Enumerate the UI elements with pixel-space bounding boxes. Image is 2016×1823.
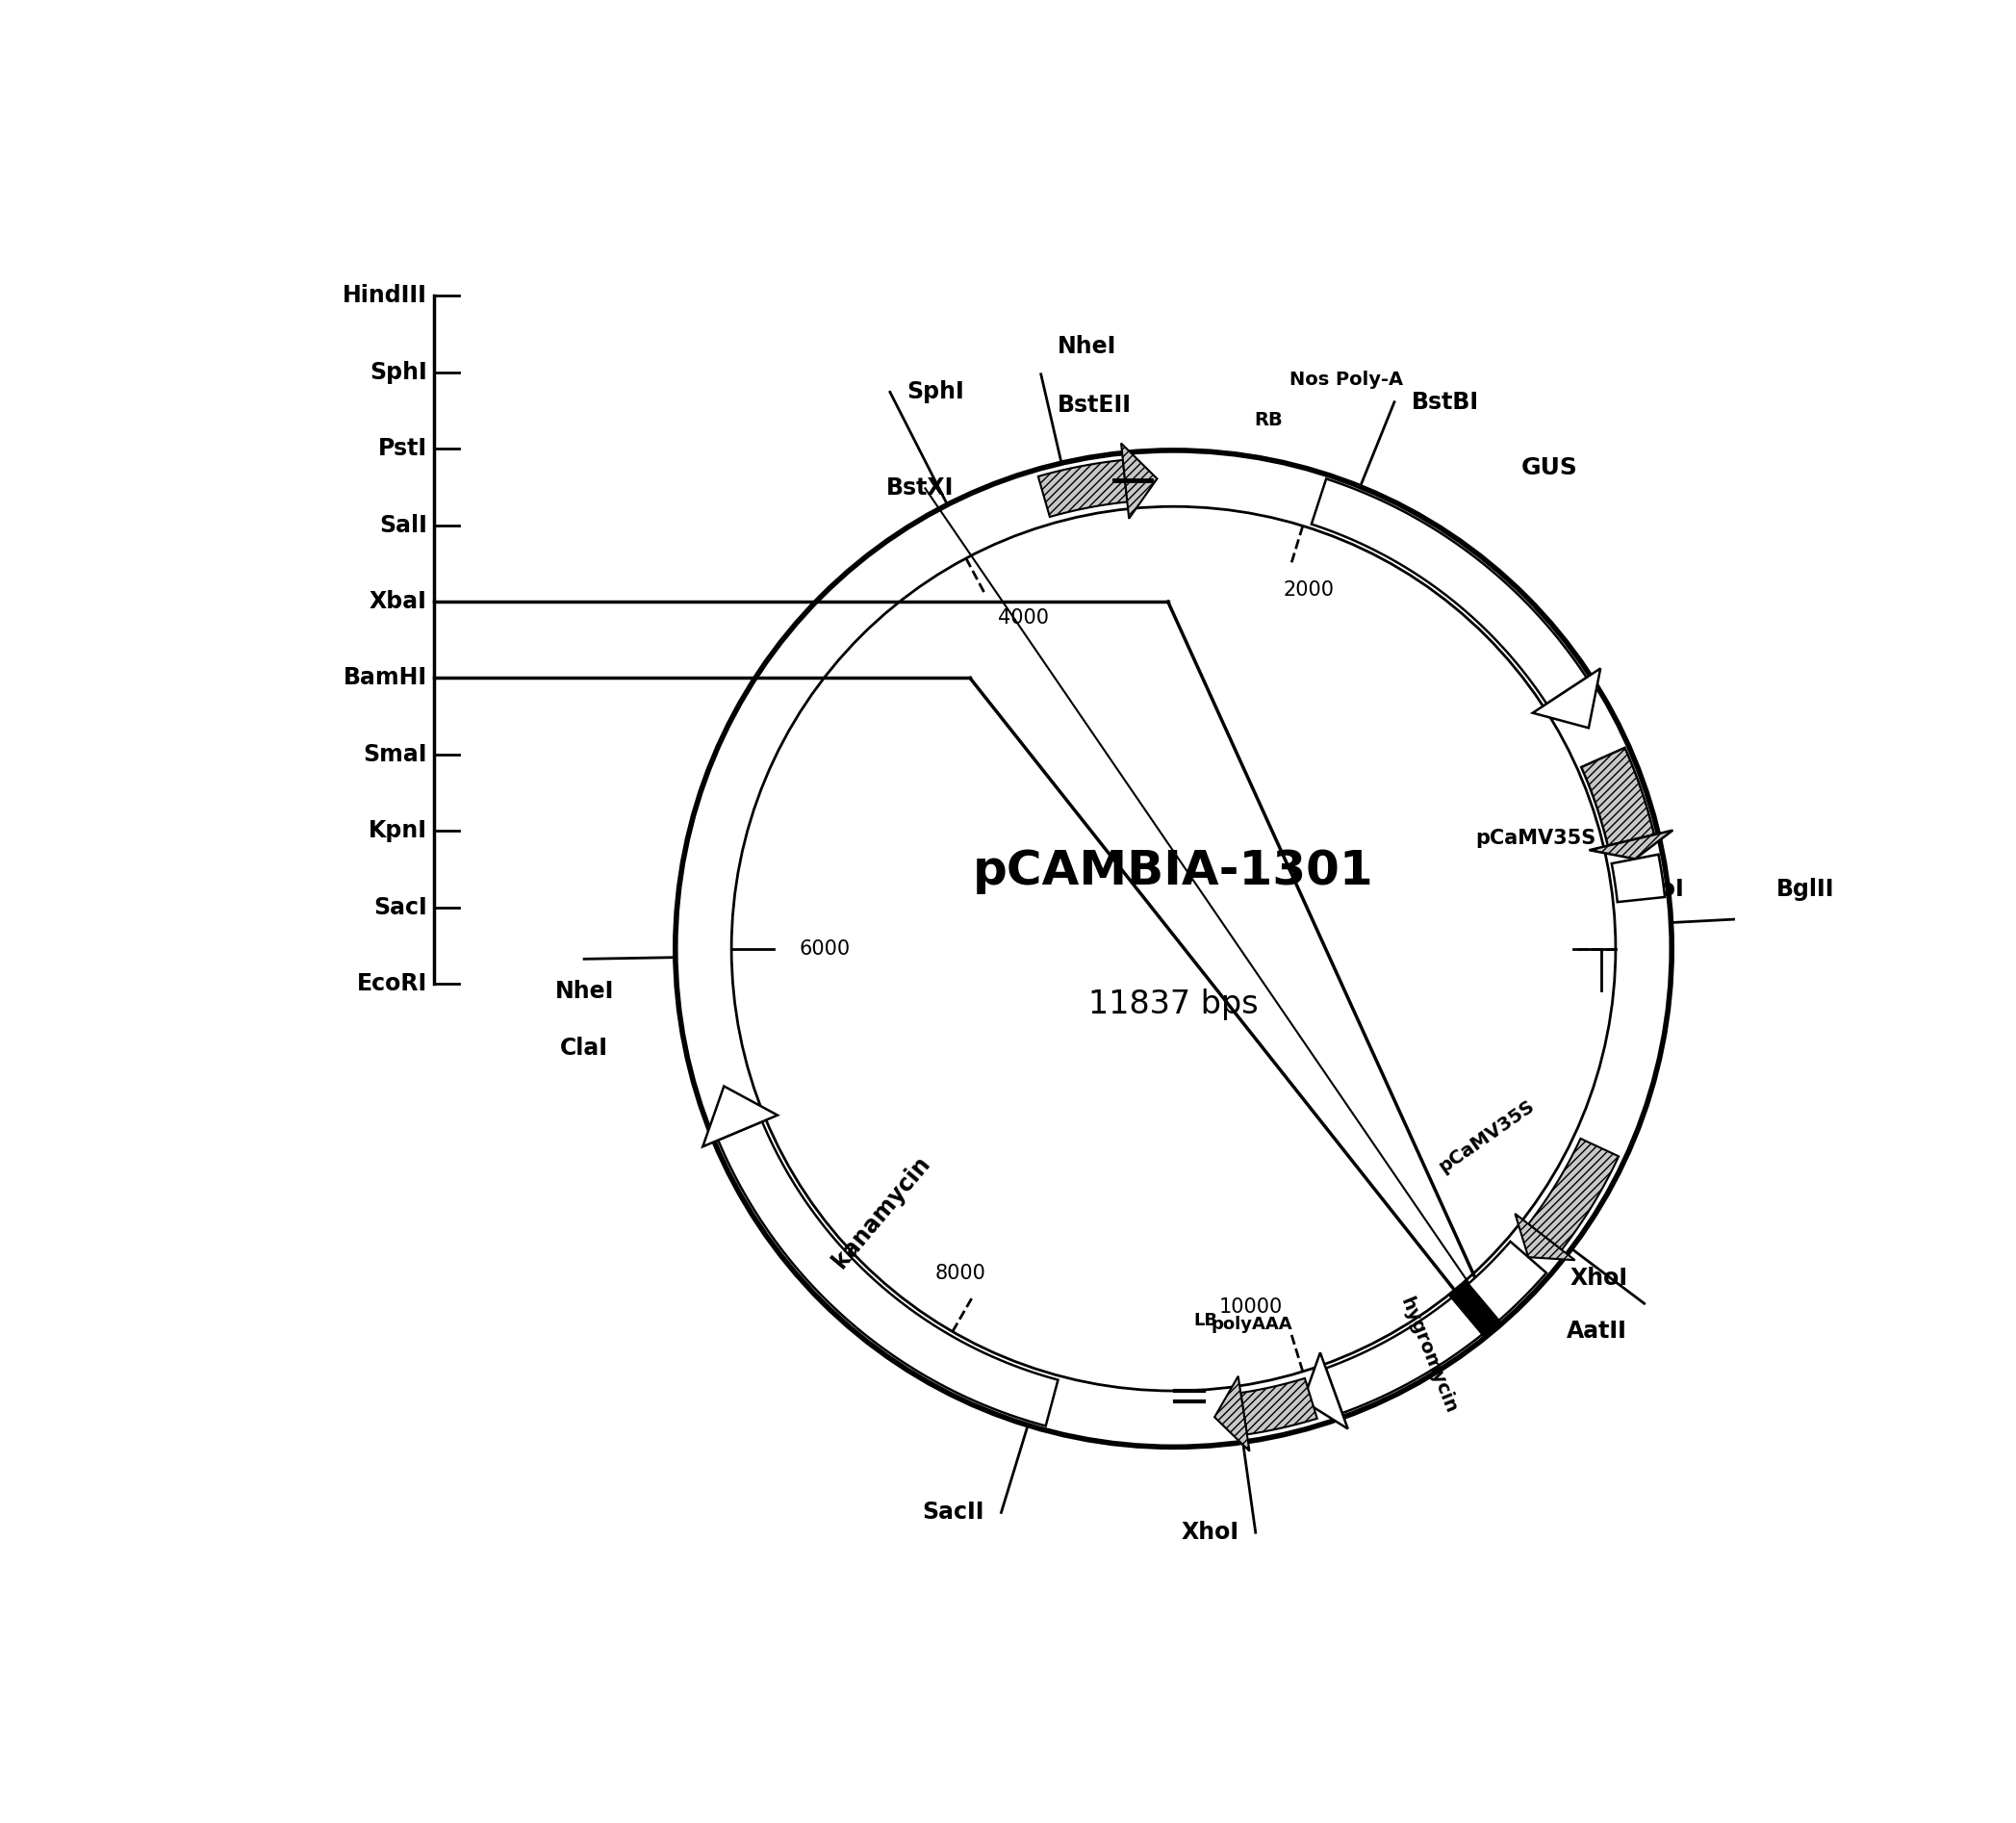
Polygon shape bbox=[1611, 855, 1665, 902]
Polygon shape bbox=[704, 1087, 778, 1147]
Text: XbaI: XbaI bbox=[369, 591, 427, 613]
Text: XhoI: XhoI bbox=[1181, 1520, 1238, 1544]
Polygon shape bbox=[1327, 1241, 1546, 1413]
Text: pCaMV35S: pCaMV35S bbox=[1435, 1097, 1538, 1176]
Text: SphI: SphI bbox=[907, 381, 964, 403]
Text: SacI: SacI bbox=[373, 895, 427, 919]
Text: PstI: PstI bbox=[377, 438, 427, 461]
Text: 4000: 4000 bbox=[998, 609, 1048, 627]
Polygon shape bbox=[1516, 1214, 1574, 1260]
Text: AatII: AatII bbox=[1566, 1320, 1627, 1344]
Text: pCAMBIA-1301: pCAMBIA-1301 bbox=[974, 848, 1375, 895]
Text: hygromycin: hygromycin bbox=[1397, 1294, 1460, 1416]
Polygon shape bbox=[718, 1121, 1058, 1426]
Bar bbox=[1450, 1282, 1502, 1336]
Polygon shape bbox=[1240, 1378, 1316, 1435]
Text: EcoRI: EcoRI bbox=[357, 972, 427, 995]
Polygon shape bbox=[1581, 747, 1655, 846]
Text: RB: RB bbox=[1254, 412, 1282, 430]
Text: BglII: BglII bbox=[1776, 877, 1835, 901]
Text: SmaI: SmaI bbox=[363, 744, 427, 766]
Text: 2000: 2000 bbox=[1282, 582, 1335, 600]
Text: SphI: SphI bbox=[369, 361, 427, 385]
Text: Nos Poly-A: Nos Poly-A bbox=[1290, 370, 1403, 388]
Polygon shape bbox=[1121, 443, 1157, 520]
Polygon shape bbox=[1312, 479, 1587, 704]
Text: HindIII: HindIII bbox=[343, 284, 427, 308]
Polygon shape bbox=[1589, 829, 1673, 859]
Text: NcoI: NcoI bbox=[1629, 877, 1685, 901]
Text: 10000: 10000 bbox=[1220, 1298, 1282, 1316]
Polygon shape bbox=[1528, 1139, 1619, 1251]
Text: SalI: SalI bbox=[379, 514, 427, 536]
Text: GUS: GUS bbox=[1520, 456, 1579, 479]
Text: ClaI: ClaI bbox=[560, 1035, 609, 1059]
Polygon shape bbox=[1532, 669, 1601, 727]
Text: LB: LB bbox=[1193, 1313, 1218, 1329]
Text: polyAAA: polyAAA bbox=[1212, 1314, 1292, 1333]
Text: BamHI: BamHI bbox=[343, 667, 427, 689]
Text: kanamycin: kanamycin bbox=[829, 1152, 935, 1272]
Text: NheI: NheI bbox=[554, 981, 613, 1003]
Text: BstXI: BstXI bbox=[885, 478, 954, 500]
Text: SacII: SacII bbox=[921, 1500, 984, 1524]
Text: 11837 bps: 11837 bps bbox=[1089, 988, 1258, 1021]
Text: BstEII: BstEII bbox=[1058, 394, 1131, 417]
Text: NheI: NheI bbox=[1058, 335, 1117, 357]
Text: XhoI: XhoI bbox=[1570, 1267, 1627, 1291]
Text: KpnI: KpnI bbox=[369, 819, 427, 842]
Polygon shape bbox=[1302, 1353, 1349, 1429]
Text: pCaMV35S: pCaMV35S bbox=[1476, 828, 1597, 848]
Text: 6000: 6000 bbox=[798, 939, 851, 959]
Text: BstBI: BstBI bbox=[1411, 390, 1478, 414]
Polygon shape bbox=[1038, 459, 1127, 518]
Text: 8000: 8000 bbox=[935, 1263, 986, 1283]
Polygon shape bbox=[1214, 1376, 1250, 1451]
